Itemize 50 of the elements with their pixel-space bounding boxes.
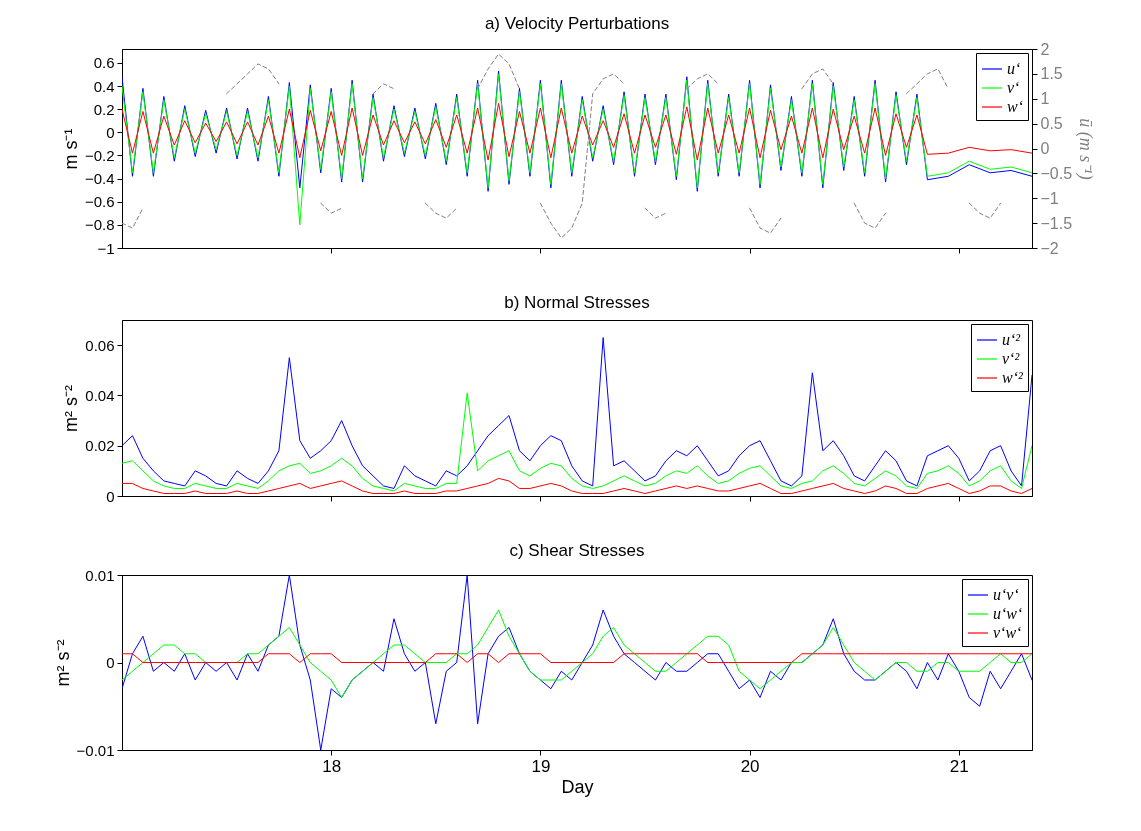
y-tick-label: 0.04 [85, 386, 115, 404]
y2-tick-label: 2 [1040, 40, 1050, 58]
y-axis-title: m s⁻¹ [60, 128, 81, 170]
y-axis-title: m² s⁻² [52, 639, 73, 687]
legend-label: u‘v‘ [993, 586, 1019, 603]
y2-tick-label: 1.5 [1040, 65, 1063, 83]
line-series [122, 102, 1032, 161]
y2-tick-label: 0.5 [1040, 115, 1063, 133]
line-series [122, 73, 1032, 226]
legend-label: v‘w‘ [993, 624, 1022, 641]
legend-label: v‘² [1002, 350, 1021, 367]
legend-label: v‘ [1007, 79, 1020, 96]
y2-axis-title: ū (m s⁻¹) [1075, 118, 1097, 180]
y2-tick-label: −1 [1040, 189, 1059, 207]
y2-tick-label: −2 [1040, 239, 1059, 257]
x-tick-label: 18 [322, 756, 342, 776]
y-tick-label: −0.8 [84, 216, 115, 234]
legend-label: w‘² [1002, 369, 1024, 386]
y-tick-label: −0.2 [84, 146, 115, 164]
y-tick-label: 0.06 [85, 336, 115, 354]
y-tick-label: 0.02 [85, 437, 115, 455]
y-tick-label: 0.2 [93, 100, 115, 118]
chart-title: a) Velocity Perturbations [484, 14, 670, 33]
y-tick-label: −1 [97, 239, 115, 257]
y-tick-label: −0.01 [76, 741, 115, 759]
y-tick-label: 0.6 [93, 54, 115, 72]
y2-tick-label: 1 [1040, 90, 1050, 108]
x-axis-title: Day [561, 776, 594, 797]
legend-label: w‘ [1007, 98, 1023, 115]
y-tick-label: 0 [106, 654, 115, 671]
line-series [122, 609, 1032, 698]
y2-tick-label: −0.5 [1040, 164, 1073, 182]
legend-label: u‘w‘ [993, 605, 1023, 622]
y-tick-label: 0.4 [93, 77, 115, 95]
x-tick-label: 21 [949, 756, 969, 776]
x-tick-label: 20 [740, 756, 760, 776]
legend-label: u‘ [1007, 60, 1021, 77]
chart-title: c) Shear Stresses [509, 541, 645, 560]
x-tick-label: 19 [531, 756, 551, 776]
legend-label: u‘² [1002, 331, 1022, 348]
y-tick-label: −0.4 [84, 170, 115, 188]
line-series [122, 392, 1032, 492]
y-axis-title: m² s⁻² [61, 385, 82, 432]
y-tick-label: 0 [106, 123, 115, 141]
y-tick-label: 0 [106, 487, 115, 505]
y2-tick-label: 0 [1040, 140, 1050, 157]
chart-title: b) Normal Stresses [504, 293, 650, 312]
y-tick-label: −0.6 [84, 193, 115, 211]
y2-tick-label: −1.5 [1040, 214, 1073, 232]
y-tick-label: 0.01 [85, 566, 115, 584]
